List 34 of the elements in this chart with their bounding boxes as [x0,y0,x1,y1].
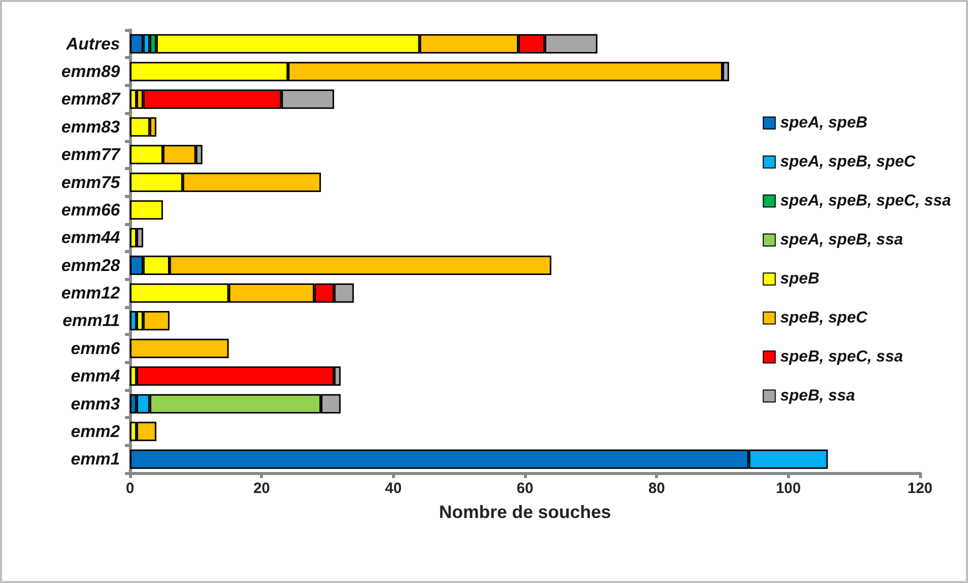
x-tick-label: 40 [384,480,402,497]
y-tick-label: emm4 [70,366,121,386]
legend-label: speB [780,270,820,288]
y-tick-label: emm75 [61,172,121,192]
bar [130,200,163,220]
y-tick-label: emm83 [61,117,121,136]
legend-label: speB, speC [780,310,868,326]
y-tick-label: emm1 [70,450,120,469]
y-tick-label: emm87 [61,90,122,109]
legend-label: speB, speC, ssa [780,348,904,366]
y-tick-label: emm6 [70,338,121,358]
legend-label: speA, speB, ssa [780,232,904,248]
y-tick-label: Autres [65,34,120,54]
y-tick-label: emm77 [61,145,122,164]
y-tick-label: emm11 [62,311,120,330]
y-tick-label: emm3 [70,394,121,414]
x-axis-title: Nombre de souches [438,502,612,522]
x-tick-label: 0 [126,480,134,497]
y-tick-label: emm66 [61,200,121,220]
x-tick-label: 80 [648,480,666,497]
y-tick-label: emm89 [61,62,121,82]
x-tick-label: 100 [776,480,801,497]
y-tick-label: emm2 [70,422,121,441]
x-tick-label: 20 [253,480,270,497]
x-tick-label: 120 [907,480,933,497]
legend-label: speA, speB, speC, ssa [780,192,952,210]
y-tick-label: emm44 [61,228,121,248]
y-tick-label: emm28 [61,256,121,275]
legend-label: speB, ssa [780,388,856,404]
x-tick-label: 60 [516,480,534,497]
bar [130,338,229,358]
y-tick-label: emm12 [61,284,121,303]
legend-label: speA, speB, speC [780,154,916,170]
legend-label: speA, speB [780,114,868,132]
